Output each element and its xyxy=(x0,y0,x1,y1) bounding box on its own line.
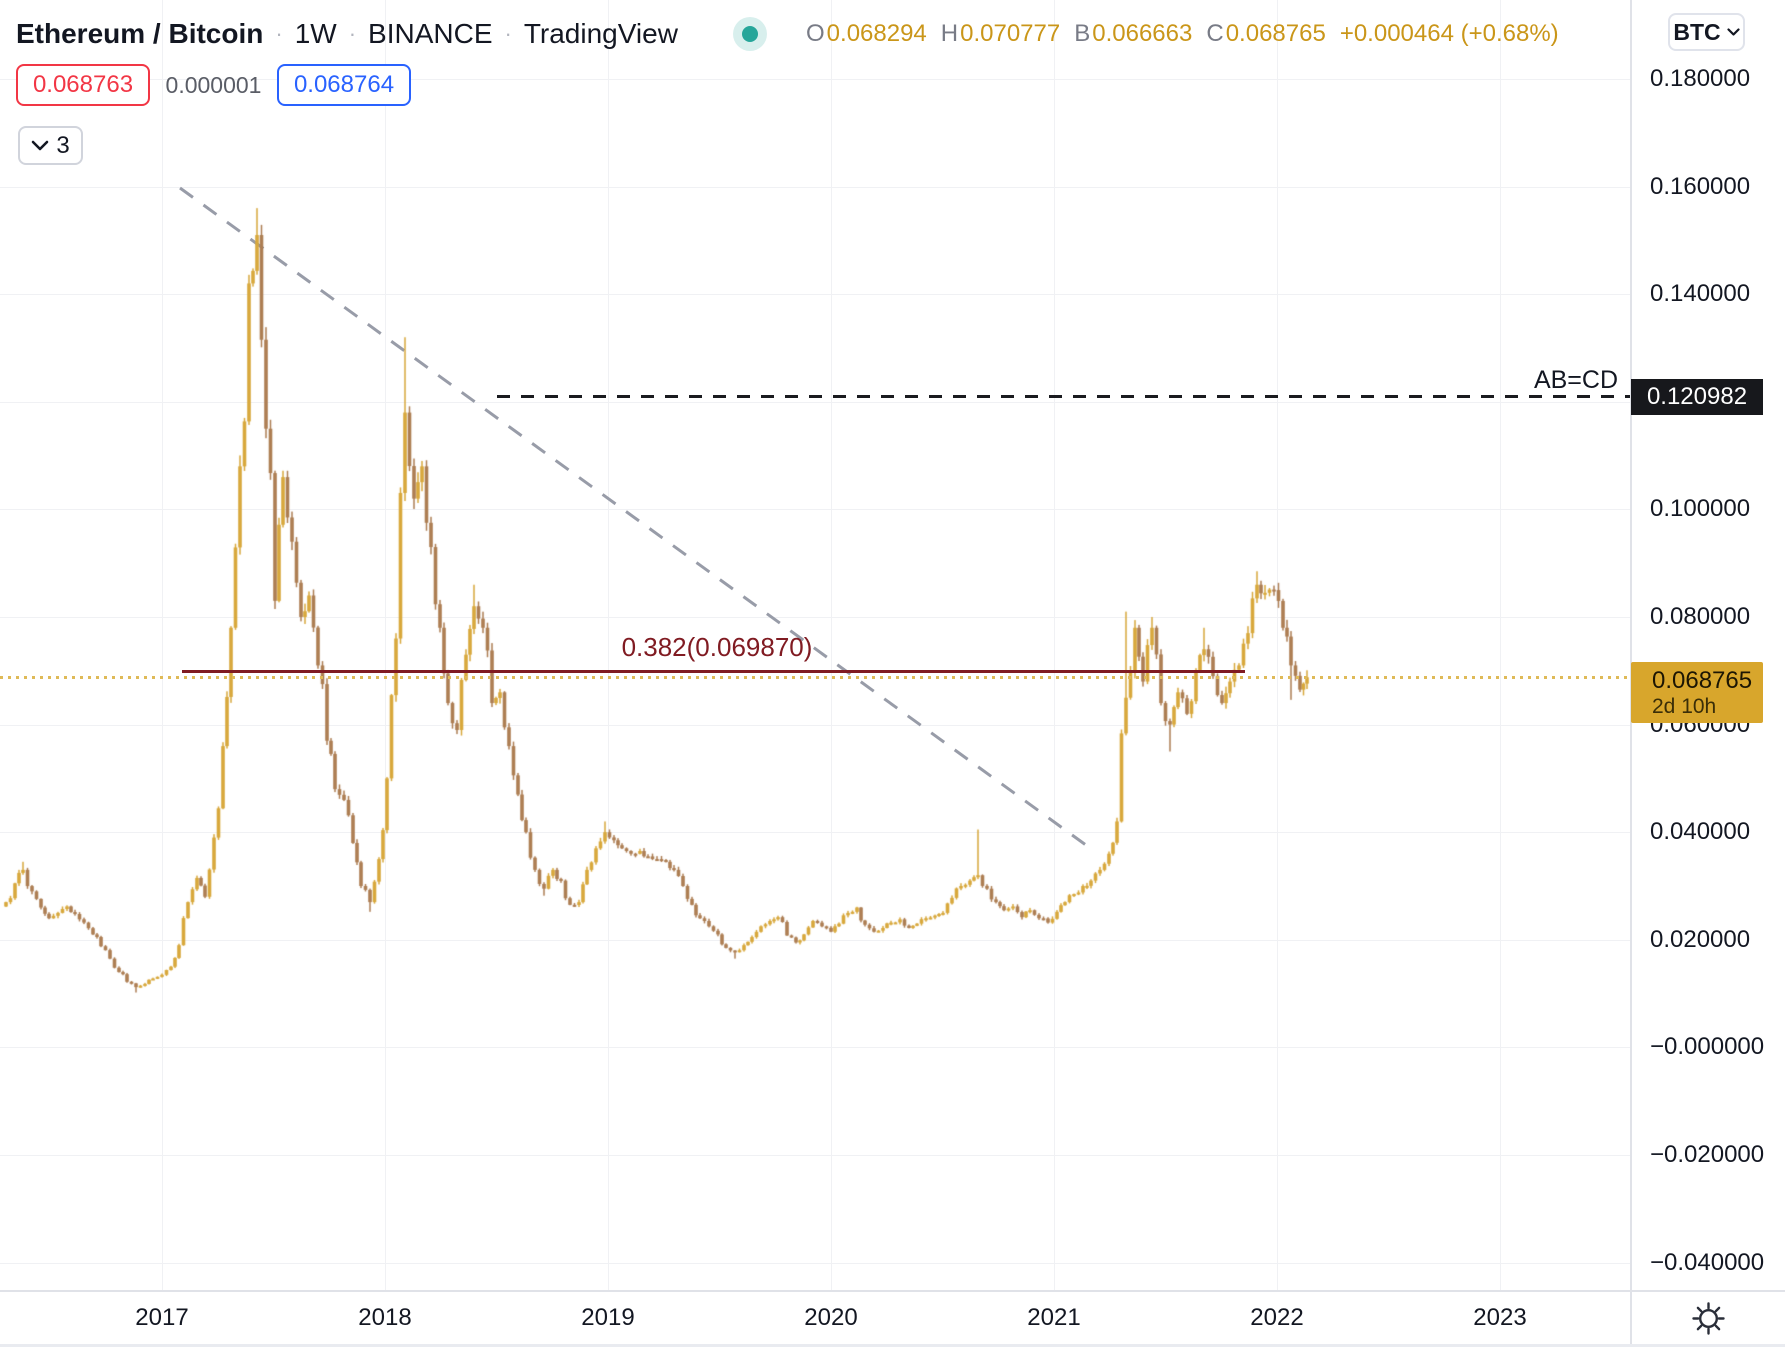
session-sun-icon[interactable] xyxy=(1690,1300,1727,1337)
buy-button[interactable]: 0.068764 xyxy=(277,64,411,106)
price-tick-label: 0.180000 xyxy=(1650,65,1751,92)
last-price-badge: 0.068765 2d 10h xyxy=(1631,662,1763,724)
fib-0382-label: 0.382(0.069870) xyxy=(621,632,813,662)
low-value: 0.066663 xyxy=(1092,20,1193,47)
low-label: B xyxy=(1074,20,1091,47)
year-tick-label: 2018 xyxy=(358,1304,412,1331)
time-axis-separator xyxy=(0,1290,1785,1292)
symbol-title[interactable]: Ethereum / Bitcoin xyxy=(16,18,264,49)
last-price-dotted-line xyxy=(0,675,1630,679)
platform-label[interactable]: TradingView xyxy=(523,18,678,49)
high-label: H xyxy=(940,20,959,47)
price-tick-label: 0.020000 xyxy=(1650,925,1751,953)
year-tick-label: 2017 xyxy=(135,1304,189,1331)
chevron-down-icon xyxy=(32,140,49,151)
price-tick-label: −0.020000 xyxy=(1650,1141,1765,1168)
high-value: 0.070777 xyxy=(960,20,1061,47)
interval-label[interactable]: 1W xyxy=(294,18,337,49)
title-separator: · xyxy=(275,21,283,46)
year-tick-label: 2020 xyxy=(804,1304,858,1331)
fib-0382-line[interactable] xyxy=(182,670,1245,673)
bar-countdown: 2d 10h xyxy=(1652,695,1717,719)
spread-value: 0.000001 xyxy=(165,72,262,98)
year-tick-label: 2022 xyxy=(1250,1304,1304,1331)
abcd-price-badge: 0.120982 xyxy=(1631,378,1763,415)
close-label: C xyxy=(1206,20,1224,47)
last-price-value: 0.068765 xyxy=(1652,667,1753,695)
chevron-down-icon xyxy=(1727,28,1740,36)
market-status-icon[interactable] xyxy=(742,26,758,42)
object-tree-toggle[interactable]: 3 xyxy=(18,126,83,165)
title-separator: · xyxy=(504,21,512,46)
exchange-label[interactable]: BINANCE xyxy=(368,18,493,49)
price-tick-label: 0.040000 xyxy=(1650,818,1751,846)
window-bottom-edge xyxy=(0,1344,1785,1347)
drawings-count: 3 xyxy=(56,131,70,159)
ohlc-readout: O 0.068294 H 0.070777 B 0.066663 C 0.068765 … xyxy=(806,16,1559,52)
price-tick-label: −0.040000 xyxy=(1650,1248,1765,1276)
close-value: 0.068765 xyxy=(1225,20,1326,47)
candlestick-canvas xyxy=(0,0,1630,1290)
abcd-label: AB=CD xyxy=(1533,366,1618,394)
sell-button[interactable]: 0.068763 xyxy=(16,64,150,106)
open-value: 0.068294 xyxy=(826,20,927,47)
currency-unit-button[interactable]: BTC xyxy=(1668,13,1745,51)
change-value: +0.000464 (+0.68%) xyxy=(1339,20,1559,47)
open-label: O xyxy=(806,20,825,47)
year-tick-label: 2019 xyxy=(581,1304,635,1331)
symbol-header: Ethereum / Bitcoin · 1W · BINANCE · Trad… xyxy=(16,12,678,56)
price-tick-label: 0.160000 xyxy=(1650,172,1751,200)
abcd-target-dashed-line[interactable] xyxy=(497,395,1630,398)
chart-pane[interactable] xyxy=(0,0,1630,1290)
year-tick-label: 2023 xyxy=(1473,1304,1527,1331)
price-tick-label: 0.080000 xyxy=(1650,603,1751,630)
price-tick-label: −0.000000 xyxy=(1650,1033,1765,1061)
price-tick-label: 0.140000 xyxy=(1650,280,1751,308)
price-tick-label: 0.100000 xyxy=(1650,495,1751,523)
currency-unit-label: BTC xyxy=(1673,18,1721,45)
year-tick-label: 2021 xyxy=(1027,1304,1081,1331)
title-separator: · xyxy=(348,21,357,46)
